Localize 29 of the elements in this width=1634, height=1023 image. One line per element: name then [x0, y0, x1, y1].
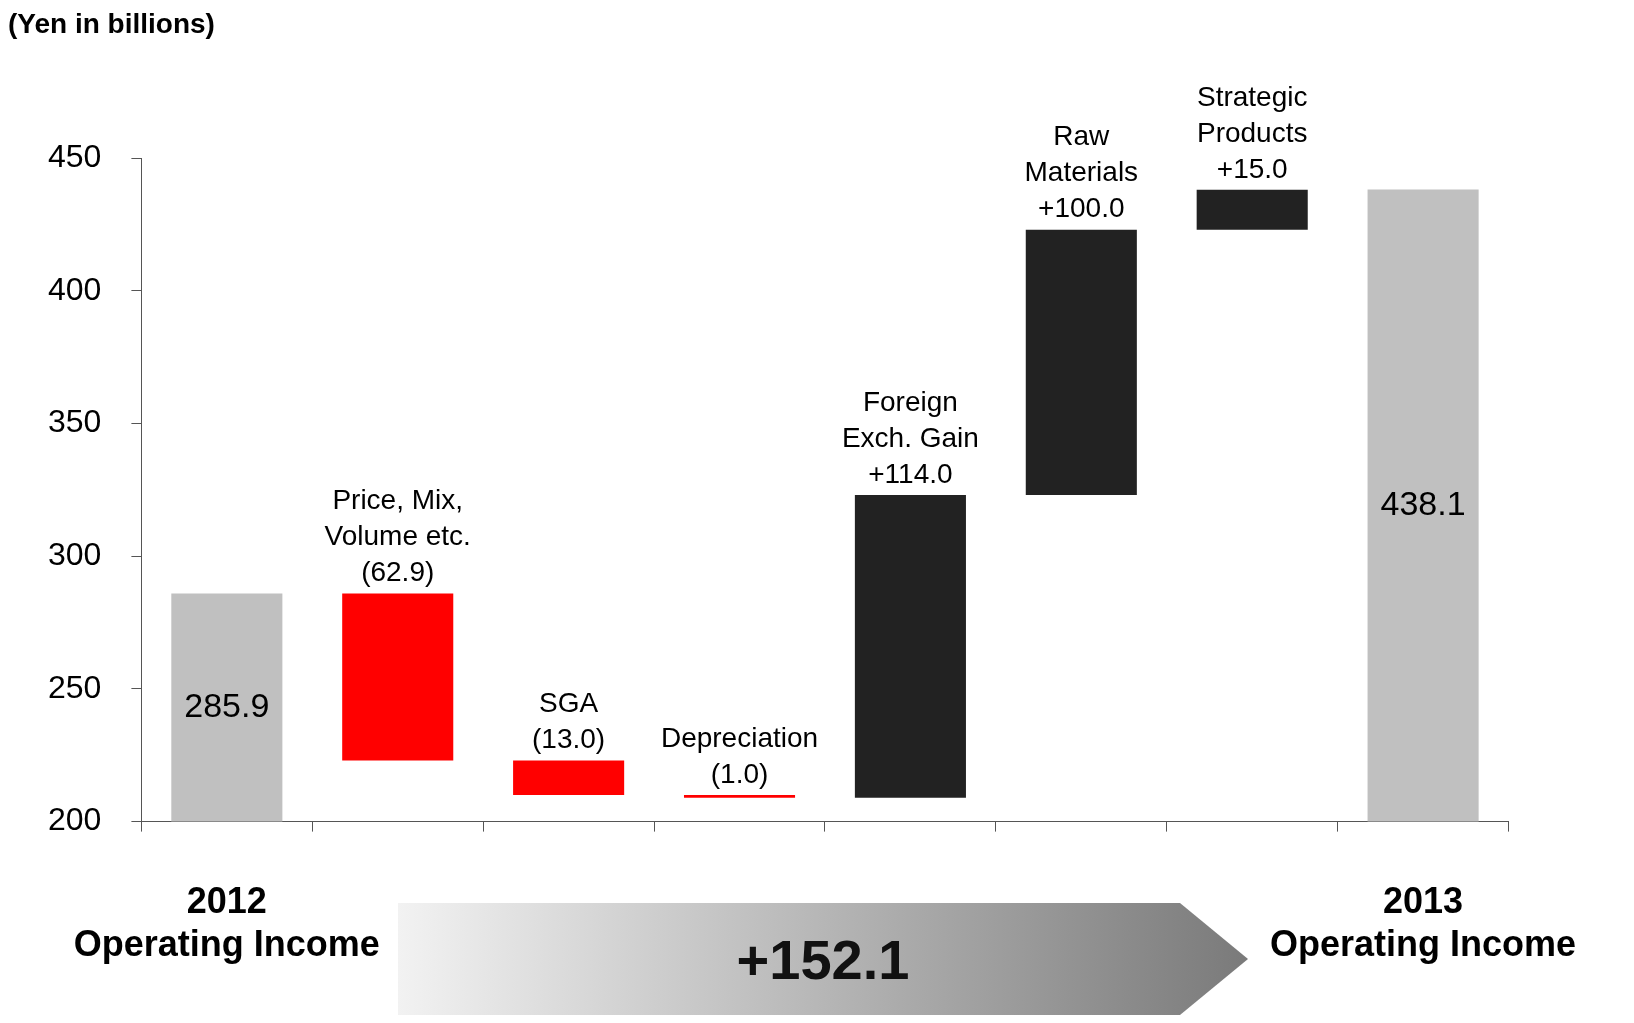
- bar: [1196, 189, 1308, 230]
- x-tick-label: 2012 Operating Income: [73, 880, 380, 965]
- bar: [683, 795, 796, 798]
- y-tick-label: 250: [48, 668, 102, 705]
- y-axis-title: (Yen in billions): [8, 8, 215, 40]
- y-tick-label: 350: [48, 403, 102, 440]
- data-label: 285.9: [184, 685, 270, 724]
- data-label: (1.0): [710, 757, 769, 789]
- bar: [513, 760, 625, 796]
- bar: [342, 593, 454, 761]
- data-label: +100.0: [1038, 192, 1125, 224]
- bar: [1025, 229, 1137, 496]
- x-tick-label: Raw Materials: [1024, 120, 1139, 188]
- x-tick-label: Strategic Products: [1196, 80, 1308, 148]
- y-tick-label: 300: [48, 535, 102, 572]
- y-tick-label: 200: [48, 801, 102, 838]
- x-tick-label: SGA: [539, 687, 599, 719]
- x-tick-label: 2013 Operating Income: [1270, 880, 1577, 965]
- data-label: +114.0: [868, 457, 953, 489]
- x-tick-label: Depreciation: [660, 721, 819, 753]
- bar: [854, 495, 966, 798]
- data-label: (62.9): [361, 556, 435, 588]
- data-label: 438.1: [1380, 483, 1466, 522]
- x-tick-label: Price, Mix, Volume etc.: [324, 484, 471, 552]
- data-label: (13.0): [532, 723, 606, 755]
- y-tick-label: 450: [48, 137, 102, 174]
- x-tick-label: Foreign Exch. Gain: [841, 385, 979, 453]
- data-label: +15.0: [1216, 152, 1288, 184]
- y-tick-label: 400: [48, 270, 102, 307]
